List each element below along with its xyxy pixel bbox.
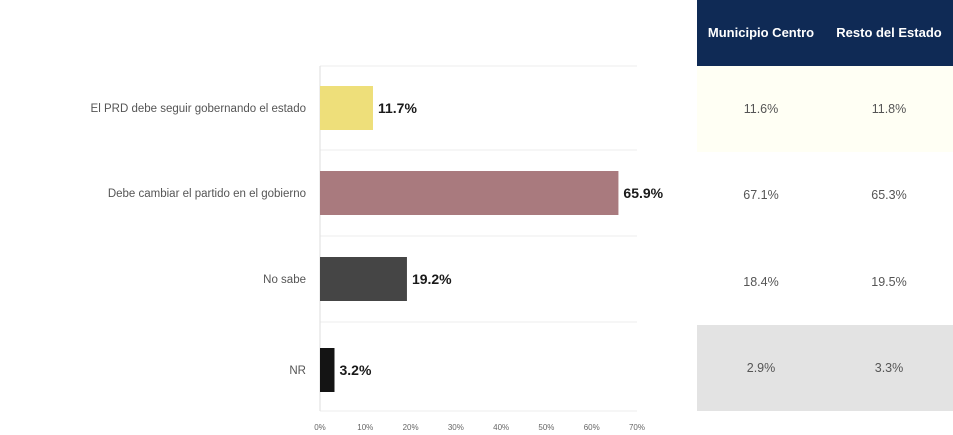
comparison-table: Municipio Centro Resto del Estado 11.6% …	[697, 0, 953, 411]
x-tick-label: 20%	[403, 423, 419, 432]
x-tick-label: 40%	[493, 423, 509, 432]
table-row: 18.4% 19.5%	[697, 238, 953, 325]
table-cell-resto-del-estado: 11.8%	[825, 66, 953, 153]
bar	[320, 257, 407, 301]
table-header-row: Municipio Centro Resto del Estado	[697, 0, 953, 66]
data-label: 19.2%	[412, 271, 452, 287]
data-label: 65.9%	[623, 185, 663, 201]
table-cell-resto-del-estado: 65.3%	[825, 152, 953, 239]
bar	[320, 348, 335, 392]
bar-chart: El PRD debe seguir gobernando el estado 1…	[91, 65, 664, 432]
x-tick-label: 50%	[538, 423, 554, 432]
bar	[320, 86, 373, 130]
table-row: 2.9% 3.3%	[697, 324, 953, 411]
data-label: 11.7%	[378, 100, 417, 116]
x-tick-label: 70%	[629, 423, 645, 432]
x-tick-label: 10%	[357, 423, 373, 432]
category-label: Debe cambiar el partido en el gobierno	[108, 188, 306, 200]
header-resto-del-estado: Resto del Estado	[825, 0, 953, 66]
table-cell-municipio-centro: 18.4%	[697, 238, 825, 325]
data-label: 3.2%	[339, 362, 371, 378]
table-cell-resto-del-estado: 3.3%	[825, 324, 953, 411]
x-tick-label: 60%	[584, 423, 600, 432]
table-cell-municipio-centro: 11.6%	[697, 66, 825, 153]
table-cell-municipio-centro: 67.1%	[697, 152, 825, 239]
table-cell-municipio-centro: 2.9%	[697, 324, 825, 411]
bar	[320, 171, 619, 215]
x-tick-label: 0%	[314, 423, 326, 432]
category-label: El PRD debe seguir gobernando el estado	[91, 103, 306, 115]
table-row: 11.6% 11.8%	[697, 66, 953, 153]
table-cell-resto-del-estado: 19.5%	[825, 238, 953, 325]
x-tick-label: 30%	[448, 423, 464, 432]
category-label: NR	[289, 365, 306, 377]
category-label: No sabe	[263, 274, 306, 286]
table-row: 67.1% 65.3%	[697, 152, 953, 239]
header-municipio-centro: Municipio Centro	[697, 0, 825, 66]
